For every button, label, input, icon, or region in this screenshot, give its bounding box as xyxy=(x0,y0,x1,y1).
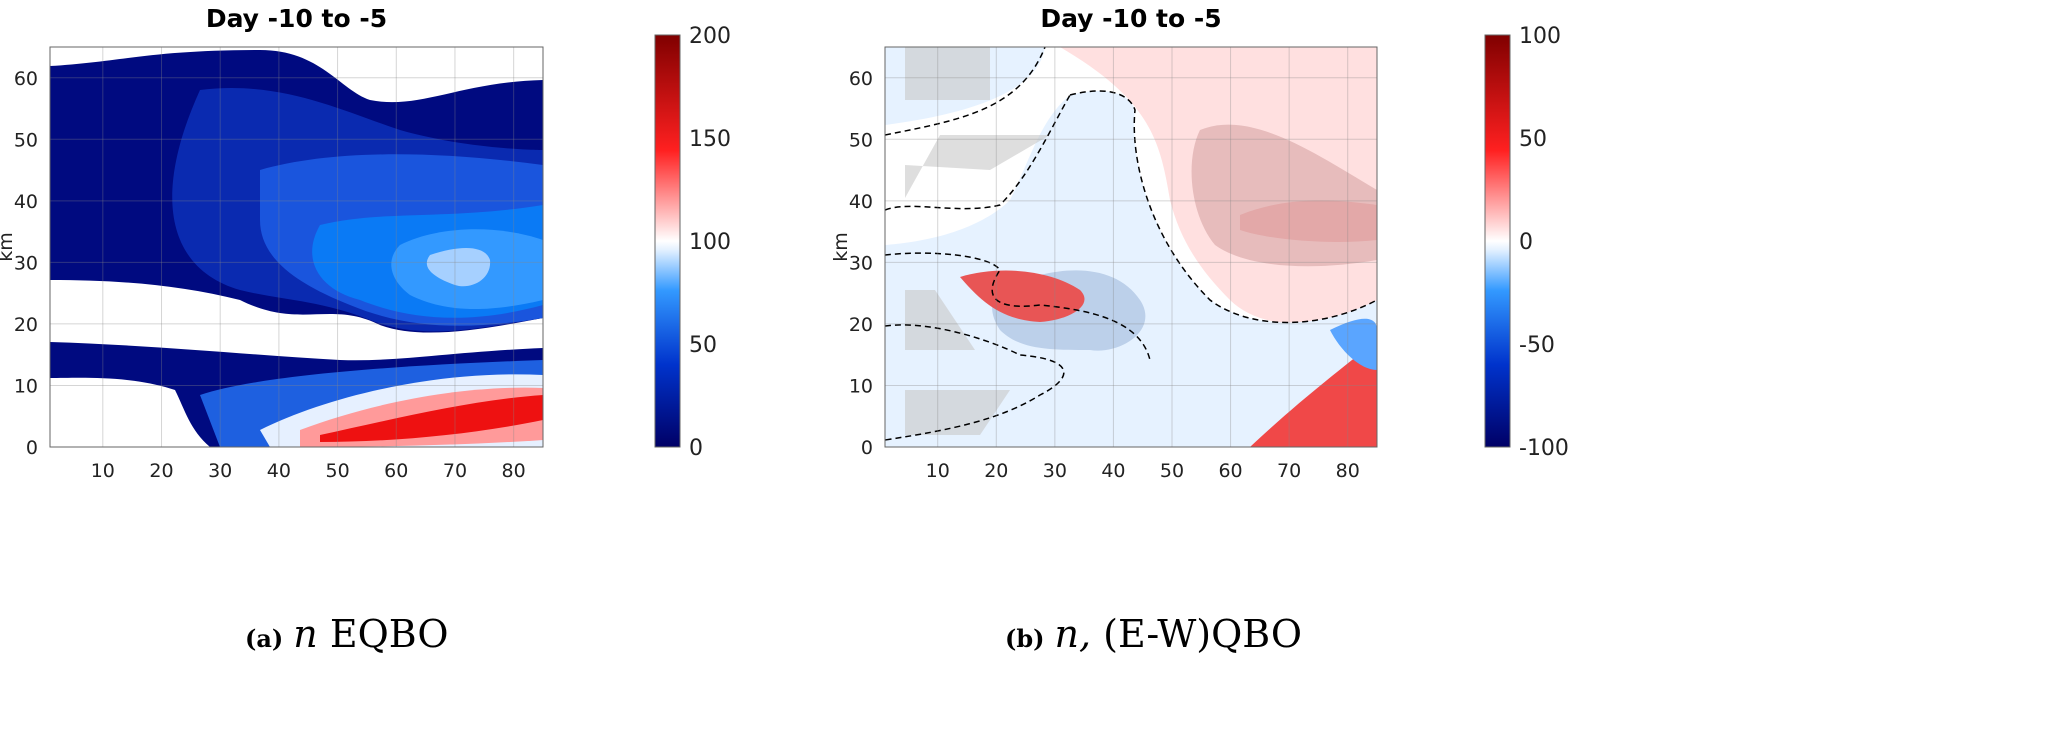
panel-a-axes: 10 20 30 40 50 60 70 80 0 10 20 30 40 50 60 Day -10 to … xyxy=(0,4,731,482)
caption-a: (a) n EQBO xyxy=(245,612,449,656)
x-tick-label: 30 xyxy=(208,460,232,482)
y-tick-label: 40 xyxy=(849,191,873,213)
x-tick-label: 70 xyxy=(1277,460,1301,482)
caption-b-text: (E-W)QBO xyxy=(1103,612,1303,656)
x-tick-label: 60 xyxy=(384,460,408,482)
y-axis-label: km xyxy=(0,232,17,262)
y-tick-label: 20 xyxy=(14,314,38,336)
significance-shading xyxy=(905,47,1050,435)
colorbar-tick-label: 200 xyxy=(689,24,731,49)
y-tick-label: 20 xyxy=(849,314,873,336)
y-tick-label: 60 xyxy=(14,68,38,90)
colorbar-tick-label: 100 xyxy=(1519,24,1561,49)
y-tick-label: 30 xyxy=(14,252,38,274)
y-axis-label: km xyxy=(830,232,852,262)
colorbar-tick-label: 50 xyxy=(689,333,717,358)
x-tick-label: 20 xyxy=(149,460,173,482)
chart-title: Day -10 to -5 xyxy=(206,4,387,33)
caption-a-label: (a) xyxy=(245,624,284,653)
caption-a-text: EQBO xyxy=(329,612,449,656)
panel-b-axes: 10 20 30 40 50 60 70 80 0 10 20 30 40 50 60 Day -10 to … xyxy=(830,4,1569,482)
x-tick-label: 40 xyxy=(1101,460,1125,482)
strong-positive-region xyxy=(960,270,1085,322)
colorbar-tick-label: 50 xyxy=(1519,127,1547,152)
colorbar xyxy=(654,34,681,448)
y-tick-label: 30 xyxy=(849,252,873,274)
colorbar-tick-label: -50 xyxy=(1519,333,1555,358)
x-tick-label: 70 xyxy=(443,460,467,482)
y-tick-label: 40 xyxy=(14,191,38,213)
colorbar-tick-label: 150 xyxy=(689,127,731,152)
x-tick-label: 30 xyxy=(1043,460,1067,482)
y-tick-label: 0 xyxy=(861,437,873,459)
zero-contour xyxy=(885,47,1377,441)
y-tick-label: 10 xyxy=(14,375,38,397)
colorbar-tick-label: 0 xyxy=(1519,230,1533,255)
caption-b-label: (b) xyxy=(1005,624,1045,653)
colorbar-tick-label: 0 xyxy=(689,436,703,461)
panel-a-field xyxy=(50,50,543,447)
x-tick-label: 60 xyxy=(1218,460,1242,482)
negative-anomaly-region xyxy=(885,47,1377,447)
caption-b: (b) n, (E-W)QBO xyxy=(1005,612,1302,656)
colorbar-tick-label: -100 xyxy=(1519,436,1569,461)
x-tick-label: 80 xyxy=(1336,460,1360,482)
y-tick-label: 50 xyxy=(14,129,38,151)
x-tick-label: 20 xyxy=(984,460,1008,482)
y-tick-label: 0 xyxy=(26,437,38,459)
x-tick-label: 50 xyxy=(1160,460,1184,482)
colorbar xyxy=(1484,34,1511,448)
x-tick-label: 40 xyxy=(267,460,291,482)
panel-b-field xyxy=(885,47,1377,447)
x-tick-label: 10 xyxy=(91,460,115,482)
axes-frame xyxy=(49,46,544,448)
caption-a-var: n xyxy=(293,612,318,656)
axes-frame xyxy=(884,46,1378,448)
y-tick-label: 50 xyxy=(849,129,873,151)
caption-b-var: n, xyxy=(1054,612,1092,656)
x-tick-label: 50 xyxy=(325,460,349,482)
y-tick-label: 60 xyxy=(849,68,873,90)
chart-title: Day -10 to -5 xyxy=(1040,4,1221,33)
x-tick-label: 80 xyxy=(502,460,526,482)
y-tick-label: 10 xyxy=(849,375,873,397)
x-tick-label: 10 xyxy=(926,460,950,482)
colorbar-tick-label: 100 xyxy=(689,230,731,255)
